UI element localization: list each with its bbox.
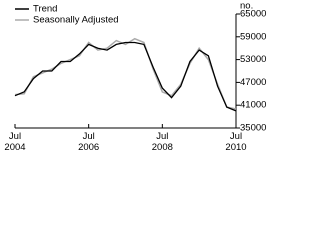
x-tick-label: Jul 2008: [151, 131, 173, 153]
chart: no. 35000 41000 47000 53000 59000 65000 Trend S…: [4, 0, 267, 153]
legend-label: Trend: [33, 4, 57, 15]
y-tick-label: 47000: [240, 77, 266, 88]
x-tick-label: Jul 2010: [225, 131, 247, 153]
y-tick-label: 53000: [240, 54, 266, 65]
series-line: [14, 37, 237, 110]
y-unit-label: no.: [240, 1, 253, 12]
series-line: [14, 41, 237, 112]
y-tick-label: 41000: [240, 100, 266, 111]
y-tick-label: 65000: [240, 9, 266, 20]
x-tick-label: Jul 2004: [4, 131, 26, 153]
legend-label: Seasonally Adjusted: [33, 15, 119, 26]
y-tick-label: 59000: [240, 31, 266, 42]
chart-svg: no. 35000 41000 47000 53000 59000 65000 TrendS…: [14, 1, 266, 134]
y-tick-label: 35000: [240, 123, 266, 134]
x-tick-label: Jul 2006: [78, 131, 100, 153]
